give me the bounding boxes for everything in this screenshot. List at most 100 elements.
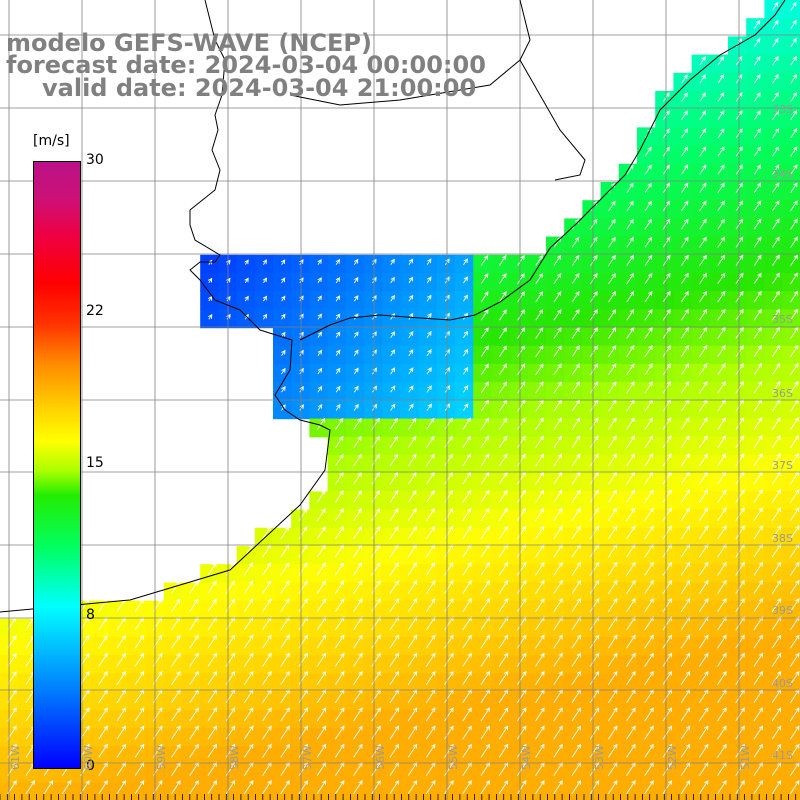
wind-arrow [571, 435, 581, 449]
wind-arrow [753, 182, 762, 193]
wind-arrow [462, 489, 472, 503]
wind-arrow [753, 110, 761, 121]
wind-arrow [262, 725, 272, 740]
wind-arrow [462, 598, 472, 613]
wind-arrow [225, 743, 236, 758]
wind-arrow [644, 435, 654, 449]
wind-arrow [553, 652, 563, 667]
wind-arrow [681, 74, 688, 84]
wind-arrow [462, 525, 472, 540]
wind-arrow [317, 385, 323, 393]
wind-arrow [517, 291, 525, 303]
wind-arrow [389, 417, 399, 430]
field-cell [418, 527, 438, 547]
wind-arrow [790, 128, 798, 139]
wind-arrow [698, 652, 709, 667]
wind-arrow [771, 579, 782, 594]
wind-arrow [98, 725, 108, 740]
lat-label: 39S [772, 604, 793, 617]
wind-arrow [480, 309, 489, 321]
wind-arrow [608, 290, 616, 303]
wind-arrow [353, 367, 359, 375]
wind-arrow [662, 182, 671, 193]
field-cell [691, 473, 711, 492]
wind-arrow [589, 453, 599, 467]
wind-arrow [681, 110, 688, 120]
wind-arrow [498, 489, 508, 503]
wind-arrow [207, 670, 218, 685]
wind-arrow [790, 200, 798, 212]
wind-arrow [389, 580, 399, 594]
wind-arrow [717, 56, 725, 66]
wind-arrow [771, 725, 782, 740]
wind-arrow [754, 55, 761, 66]
wind-arrow [753, 272, 762, 285]
wind-arrow [553, 345, 562, 357]
wind-arrow [662, 363, 672, 376]
wind-arrow [189, 616, 199, 631]
wind-arrow [717, 254, 726, 266]
field-cell [564, 491, 583, 511]
wind-arrow [626, 598, 636, 613]
wind-arrow [498, 707, 509, 722]
wind-arrow [317, 259, 322, 265]
wind-arrow [408, 403, 414, 411]
wind-arrow [463, 403, 469, 411]
wind-arrow [589, 525, 600, 540]
wind-arrow [334, 634, 345, 649]
wind-arrow [535, 309, 544, 321]
colorbar-tick-22: 22 [86, 303, 104, 319]
wind-arrow [790, 146, 798, 157]
wind-arrow [61, 780, 72, 795]
wind-arrow [589, 652, 600, 667]
wind-arrow [753, 561, 764, 576]
lon-label: 53W [593, 745, 606, 770]
wind-arrow [407, 489, 417, 503]
wind-arrow [789, 543, 800, 558]
wind-arrow [535, 381, 544, 394]
wind-arrow [753, 92, 761, 102]
wind-arrow [571, 598, 582, 613]
wind-arrow [644, 363, 653, 376]
wind-arrow [772, 74, 779, 84]
wind-arrow [626, 327, 635, 339]
wind-arrow [680, 743, 691, 758]
wind-arrow [753, 634, 764, 649]
wind-arrow [353, 258, 359, 266]
wind-arrow [98, 652, 108, 667]
wind-arrow [662, 489, 672, 503]
wind-arrow [335, 258, 341, 265]
wind-arrow [772, 37, 779, 48]
wind-arrow [408, 258, 414, 266]
wind-arrow [735, 272, 744, 285]
wind-arrow [98, 707, 108, 722]
wind-arrow [390, 331, 396, 338]
wind-arrow [98, 780, 108, 795]
wind-arrow [280, 670, 290, 685]
wind-arrow [262, 670, 272, 685]
forecast-date: forecast date: 2024-03-04 00:00:00 [6, 51, 486, 79]
wind-arrow [407, 707, 418, 722]
wind-arrow [371, 725, 381, 740]
wind-arrow [771, 670, 782, 685]
wind-arrow [426, 471, 435, 485]
wind-arrow [553, 561, 563, 576]
wind-arrow [243, 670, 254, 685]
wind-arrow [317, 295, 322, 302]
wind-arrow [753, 780, 764, 795]
field-cell [400, 527, 420, 547]
wind-arrow [280, 616, 290, 631]
wind-arrow [589, 707, 600, 722]
wind-arrow [516, 579, 527, 594]
lon-label: 56W [374, 745, 387, 770]
wind-arrow [662, 453, 672, 467]
wind-arrow [517, 435, 526, 449]
wind-arrow [317, 367, 323, 375]
wind-arrow [334, 598, 345, 613]
field-cell [600, 309, 620, 329]
wind-arrow [444, 580, 454, 594]
wind-arrow [463, 348, 469, 357]
wind-arrow [25, 780, 36, 795]
lon-label: 55W [447, 745, 460, 770]
wind-arrow [389, 453, 399, 467]
